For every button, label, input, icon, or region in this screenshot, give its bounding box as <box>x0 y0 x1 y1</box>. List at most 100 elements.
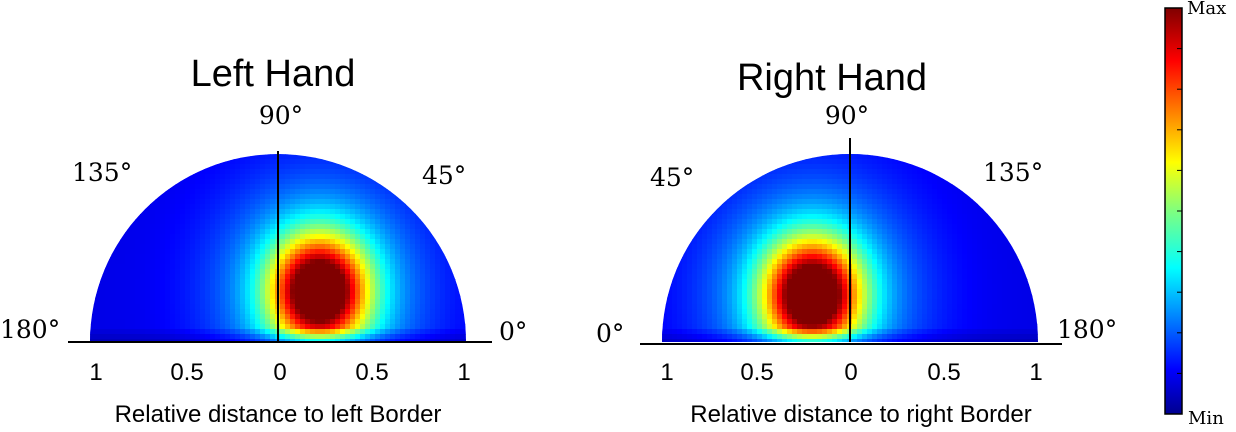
heatmap-cell <box>827 324 833 330</box>
heatmap-cell <box>330 309 336 315</box>
heatmap-cell <box>767 239 773 245</box>
heatmap-cell <box>852 154 858 155</box>
heatmap-cell <box>145 309 151 315</box>
heatmap-cell <box>190 284 196 290</box>
heatmap-cell <box>757 259 763 265</box>
heatmap-cell <box>742 279 748 285</box>
heatmap-cell <box>962 329 968 335</box>
heatmap-cell <box>315 174 321 180</box>
heatmap-cell <box>165 324 171 330</box>
heatmap-cell <box>772 194 778 200</box>
heatmap-cell <box>917 289 923 295</box>
heatmap-cell <box>215 264 221 270</box>
heatmap-cell <box>280 249 286 255</box>
heatmap-cell <box>717 244 723 250</box>
heatmap-cell <box>370 329 376 335</box>
heatmap-cell <box>305 299 311 305</box>
heatmap-cell <box>370 174 376 180</box>
heatmap-cell <box>255 174 261 180</box>
heatmap-cell <box>190 234 196 240</box>
heatmap-cell <box>210 184 216 190</box>
heatmap-cell <box>220 249 226 255</box>
heatmap-cell <box>375 299 381 305</box>
heatmap-cell <box>210 224 216 230</box>
heatmap-cell <box>1032 284 1038 290</box>
heatmap-cell <box>385 274 391 280</box>
heatmap-cell <box>897 264 903 270</box>
heatmap-cell <box>1002 254 1008 260</box>
heatmap-cell <box>290 289 296 295</box>
heatmap-cell <box>927 239 933 245</box>
heatmap-cell <box>892 289 898 295</box>
heatmap-cell <box>390 304 396 310</box>
heatmap-cell <box>155 249 161 255</box>
heatmap-cell <box>872 184 878 190</box>
heatmap-cell <box>1017 254 1023 260</box>
heatmap-cell <box>827 219 833 225</box>
heatmap-cell <box>240 189 246 195</box>
heatmap-cell <box>225 334 231 340</box>
heatmap-cell <box>340 279 346 285</box>
heatmap-cell <box>135 239 141 245</box>
right-angle-label-90: 90° <box>825 101 869 130</box>
heatmap-cell <box>405 204 411 210</box>
heatmap-cell <box>235 329 241 335</box>
heatmap-cell <box>732 249 738 255</box>
heatmap-cell <box>932 274 938 280</box>
heatmap-cell <box>180 174 186 180</box>
heatmap-cell <box>310 224 316 230</box>
heatmap-cell <box>787 204 793 210</box>
heatmap-cell <box>185 209 191 215</box>
heatmap-cell <box>977 289 983 295</box>
heatmap-cell <box>787 319 793 325</box>
heatmap-cell <box>420 259 426 265</box>
heatmap-cell <box>947 174 953 180</box>
heatmap-cell <box>220 209 226 215</box>
heatmap-cell <box>145 229 151 235</box>
heatmap-cell <box>410 289 416 295</box>
heatmap-cell <box>952 294 958 300</box>
heatmap-cell <box>160 214 166 220</box>
heatmap-cell <box>245 329 251 335</box>
heatmap-cell <box>315 274 321 280</box>
heatmap-cell <box>300 249 306 255</box>
heatmap-cell <box>807 224 813 230</box>
heatmap-cell <box>240 289 246 295</box>
heatmap-cell <box>175 214 181 220</box>
heatmap-cell <box>370 314 376 320</box>
heatmap-cell <box>445 329 451 335</box>
heatmap-cell <box>1012 259 1018 265</box>
heatmap-cell <box>972 204 978 210</box>
heatmap-cell <box>1007 259 1013 265</box>
heatmap-cell <box>882 274 888 280</box>
heatmap-cell <box>787 259 793 265</box>
heatmap-cell <box>265 199 271 205</box>
heatmap-cell <box>450 314 456 320</box>
heatmap-cell <box>435 234 441 240</box>
heatmap-cell <box>385 254 391 260</box>
heatmap-cell <box>762 339 768 342</box>
heatmap-cell <box>430 329 436 335</box>
heatmap-cell <box>667 289 673 295</box>
heatmap-cell <box>340 224 346 230</box>
heatmap-cell <box>140 279 146 285</box>
heatmap-cell <box>400 244 406 250</box>
heatmap-cell <box>777 274 783 280</box>
heatmap-cell <box>912 224 918 230</box>
heatmap-cell <box>140 264 146 270</box>
heatmap-cell <box>862 204 868 210</box>
heatmap-cell <box>315 154 321 160</box>
heatmap-cell <box>812 299 818 305</box>
heatmap-cell <box>105 294 111 300</box>
heatmap-cell <box>215 319 221 325</box>
heatmap-cell <box>225 259 231 265</box>
heatmap-cell <box>882 199 888 205</box>
heatmap-cell <box>175 339 181 342</box>
heatmap-cell <box>822 194 828 200</box>
heatmap-cell <box>265 154 271 155</box>
heatmap-cell <box>130 244 136 250</box>
heatmap-cell <box>977 259 983 265</box>
heatmap-cell <box>782 259 788 265</box>
heatmap-cell <box>380 229 386 235</box>
heatmap-cell <box>365 174 371 180</box>
